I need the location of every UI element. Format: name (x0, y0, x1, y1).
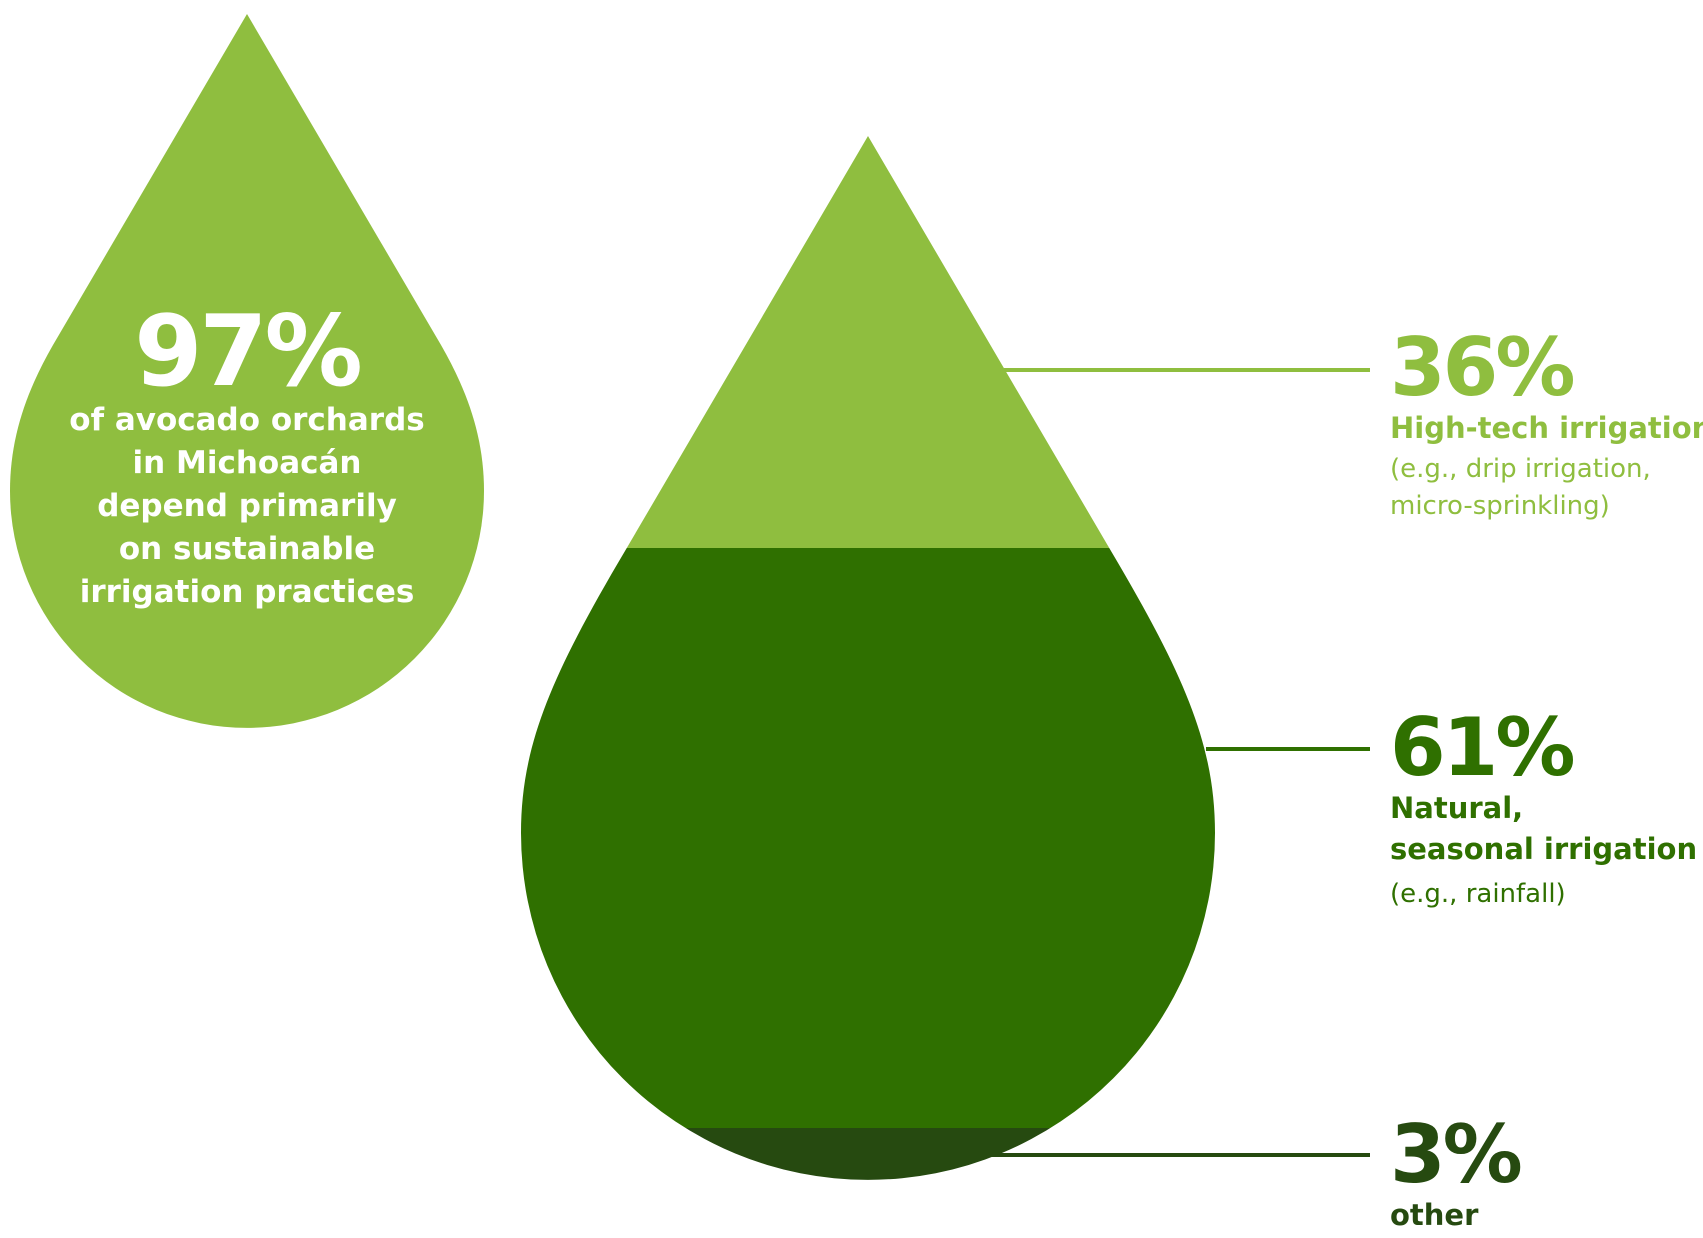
label-natural-seasonal: 61% Natural, seasonal irrigation (e.g., … (1390, 701, 1697, 909)
natural-seasonal-name-line-2: seasonal irrigation (1390, 832, 1697, 866)
high-tech-percentage: 36% (1390, 321, 1573, 414)
headline-drop: 97% of avocado orchards in Michoacán dep… (10, 14, 484, 728)
label-other: 3% other (1390, 1108, 1524, 1232)
headline-line-5: irrigation practices (80, 574, 415, 610)
headline-drop-shape (10, 14, 484, 728)
segment-natural-seasonal (521, 548, 1215, 1128)
segment-high-tech (521, 136, 1215, 548)
segment-other (521, 1128, 1215, 1180)
natural-seasonal-percentage: 61% (1390, 701, 1573, 794)
high-tech-name: High-tech irrigation (1390, 411, 1703, 445)
segmented-drop (521, 136, 1215, 1180)
headline-percentage: 97% (134, 295, 360, 409)
other-percentage: 3% (1390, 1108, 1521, 1201)
high-tech-note-line-1: (e.g., drip irrigation, (1390, 454, 1651, 484)
natural-seasonal-note-line-1: (e.g., rainfall) (1390, 879, 1566, 909)
natural-seasonal-name-line-1: Natural, (1390, 791, 1523, 825)
headline-line-2: in Michoacán (133, 445, 362, 481)
headline-line-3: depend primarily (97, 488, 397, 524)
high-tech-note-line-2: micro-sprinkling) (1390, 491, 1610, 521)
other-name: other (1390, 1198, 1479, 1232)
headline-line-4: on sustainable (119, 531, 375, 567)
headline-line-1: of avocado orchards (69, 402, 424, 438)
label-high-tech: 36% High-tech irrigation (e.g., drip irr… (1390, 321, 1703, 521)
